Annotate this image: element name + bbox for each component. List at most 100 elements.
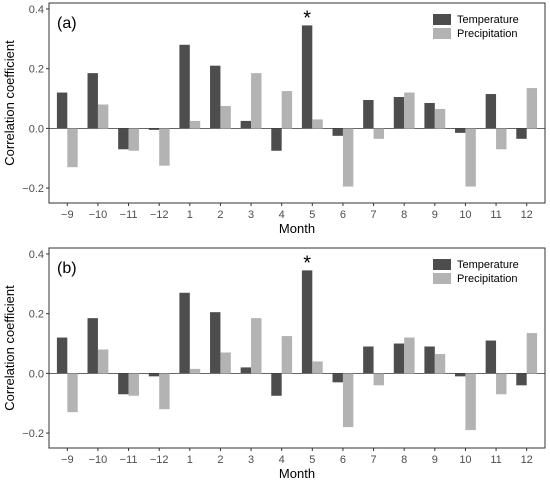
panel-a-bar-precipitation-14 bbox=[496, 128, 507, 150]
panel-a-xtick-label: 5 bbox=[309, 209, 315, 221]
panel-a-xtick-label: 11 bbox=[490, 209, 501, 221]
panel-a-xtick-label: 3 bbox=[248, 209, 254, 221]
panel-b-xtick-label: 6 bbox=[340, 454, 346, 466]
panel-b-bar-precipitation-4 bbox=[189, 368, 201, 374]
panel-a-bar-precipitation-4 bbox=[189, 120, 201, 129]
panel-a-bar-precipitation-6 bbox=[251, 73, 262, 129]
panel-b-xtick-label: 5 bbox=[309, 454, 315, 466]
panel-b-xtick-label: −11 bbox=[120, 454, 138, 466]
panel-a-bar-precipitation-7 bbox=[281, 91, 293, 129]
panel-b-bar-temperature-8 bbox=[301, 270, 313, 374]
panel-b-xtick-label: −10 bbox=[89, 454, 108, 466]
panel-a-x-axis-title: Month bbox=[279, 221, 315, 236]
panel-b-bar-temperature-7 bbox=[271, 373, 282, 396]
panel-a-bar-precipitation-3 bbox=[159, 128, 170, 166]
panel-b-bar-precipitation-13 bbox=[465, 373, 476, 431]
panel-b-significance-star: * bbox=[303, 252, 311, 274]
panel-a-bar-temperature-4 bbox=[179, 44, 190, 129]
panel-a-bar-precipitation-0 bbox=[67, 128, 78, 168]
panel-a-bar-temperature-7 bbox=[271, 128, 282, 151]
panel-b-bar-precipitation-14 bbox=[496, 373, 507, 395]
panel-b-frame bbox=[48, 247, 546, 449]
panel-b-xtick-label: −9 bbox=[61, 454, 74, 466]
panel-b-bar-precipitation-9 bbox=[342, 373, 354, 428]
panel-b-xtick-label: 7 bbox=[371, 454, 377, 466]
panel-a-bar-precipitation-1 bbox=[97, 104, 109, 129]
panel-a-xtick-label: 9 bbox=[432, 209, 438, 221]
panel-b-bar-temperature-4 bbox=[179, 292, 190, 374]
panel-b-bar-temperature-9 bbox=[332, 373, 343, 383]
panel-a-legend-label-precipitation: Precipitation bbox=[457, 28, 518, 40]
panel-b-legend-label-precipitation: Precipitation bbox=[457, 273, 518, 285]
panel-b-ytick-label: 0.0 bbox=[29, 368, 44, 380]
panel-b-xtick-label: 9 bbox=[432, 454, 438, 466]
panel-a-xtick-label: −10 bbox=[89, 209, 108, 221]
panel-a-bar-precipitation-2 bbox=[128, 128, 139, 151]
panel-a-xtick-label: 10 bbox=[459, 209, 471, 221]
panel-b-bar-temperature-5 bbox=[210, 312, 221, 374]
panel-a-xtick-label: −12 bbox=[150, 209, 169, 221]
panel-b-legend-swatch-temperature bbox=[433, 259, 451, 270]
panel-b-xtick-label: 11 bbox=[490, 454, 501, 466]
panel-b-bar-precipitation-6 bbox=[251, 318, 262, 374]
panel-a-significance-star: * bbox=[303, 7, 311, 29]
panel-b-xtick-label: 3 bbox=[248, 454, 254, 466]
panel-a-bar-precipitation-8 bbox=[312, 119, 323, 129]
panel-b-xtick-label: −12 bbox=[150, 454, 169, 466]
panel-b-bar-precipitation-5 bbox=[220, 352, 231, 374]
panel-a-bar-temperature-11 bbox=[393, 97, 405, 129]
panel-a-ytick-label: 0.0 bbox=[29, 123, 44, 135]
panel-b-bar-precipitation-1 bbox=[97, 349, 109, 374]
panel-b-bar-temperature-10 bbox=[363, 346, 374, 374]
panel-b-bar-temperature-0 bbox=[56, 337, 68, 374]
panel-a-frame bbox=[48, 2, 546, 204]
panel-b-bar-precipitation-7 bbox=[281, 336, 293, 374]
panel-a-xtick-label: 6 bbox=[340, 209, 346, 221]
panel-b-xtick-label: 8 bbox=[401, 454, 407, 466]
panel-b-bar-temperature-1 bbox=[87, 318, 98, 374]
panel-a-xtick-label: 4 bbox=[279, 209, 285, 221]
panel-b-y-axis-title: Correlation coefficient bbox=[2, 285, 17, 411]
panel-a-xtick-label: −9 bbox=[61, 209, 74, 221]
panel-b-xtick-label: 2 bbox=[217, 454, 223, 466]
panel-b-bar-temperature-3 bbox=[148, 373, 160, 377]
panel-a-ytick-label: −0.2 bbox=[22, 183, 44, 195]
panel-a-bar-temperature-5 bbox=[210, 65, 221, 129]
panel-a-bar-precipitation-13 bbox=[465, 128, 476, 187]
panel-b-ytick-label: −0.2 bbox=[22, 428, 44, 440]
panel-a-bar-temperature-2 bbox=[118, 128, 129, 150]
panel-a-label: (a) bbox=[57, 15, 77, 32]
panel-b-xtick-label: 10 bbox=[459, 454, 471, 466]
panel-b-bar-precipitation-2 bbox=[128, 373, 139, 396]
panel-a-xtick-label: 7 bbox=[371, 209, 377, 221]
panel-b-xtick-label: 1 bbox=[187, 454, 193, 466]
panel-b-x-axis-title: Month bbox=[279, 466, 315, 481]
panel-a-bar-temperature-0 bbox=[56, 92, 68, 129]
panel-b-bar-precipitation-0 bbox=[67, 373, 78, 413]
panel-b-bar-precipitation-15 bbox=[526, 333, 538, 374]
panel-a-legend-swatch-precipitation bbox=[433, 28, 451, 39]
panel-a-ytick-label: 0.4 bbox=[29, 4, 44, 16]
panel-b-legend-label-temperature: Temperature bbox=[457, 259, 519, 271]
panel-a-bar-precipitation-15 bbox=[526, 88, 538, 129]
panel-b-xtick-label: 12 bbox=[521, 454, 533, 466]
panel-b-bar-temperature-2 bbox=[118, 373, 129, 395]
panel-b-bar-temperature-13 bbox=[455, 373, 466, 377]
panel-b-ytick-label: 0.4 bbox=[29, 249, 44, 261]
panel-b-bar-temperature-14 bbox=[485, 340, 497, 374]
panel-b-bar-temperature-15 bbox=[516, 373, 527, 386]
panel-b-bar-temperature-11 bbox=[393, 343, 405, 374]
panel-b-bar-precipitation-3 bbox=[159, 373, 170, 410]
panel-b-ytick-label: 0.2 bbox=[29, 309, 44, 321]
panel-a-bar-precipitation-11 bbox=[404, 92, 415, 129]
panel-b-bar-precipitation-8 bbox=[312, 361, 323, 374]
panel-a-bar-precipitation-12 bbox=[434, 108, 446, 129]
panel-a-bar-temperature-12 bbox=[424, 103, 435, 129]
panel-b-xtick-label: 4 bbox=[279, 454, 285, 466]
panel-a-bar-temperature-10 bbox=[363, 100, 374, 129]
panel-a-xtick-label: −11 bbox=[120, 209, 138, 221]
panel-a-bar-temperature-6 bbox=[240, 120, 252, 129]
panel-a-legend-swatch-temperature bbox=[433, 14, 451, 25]
